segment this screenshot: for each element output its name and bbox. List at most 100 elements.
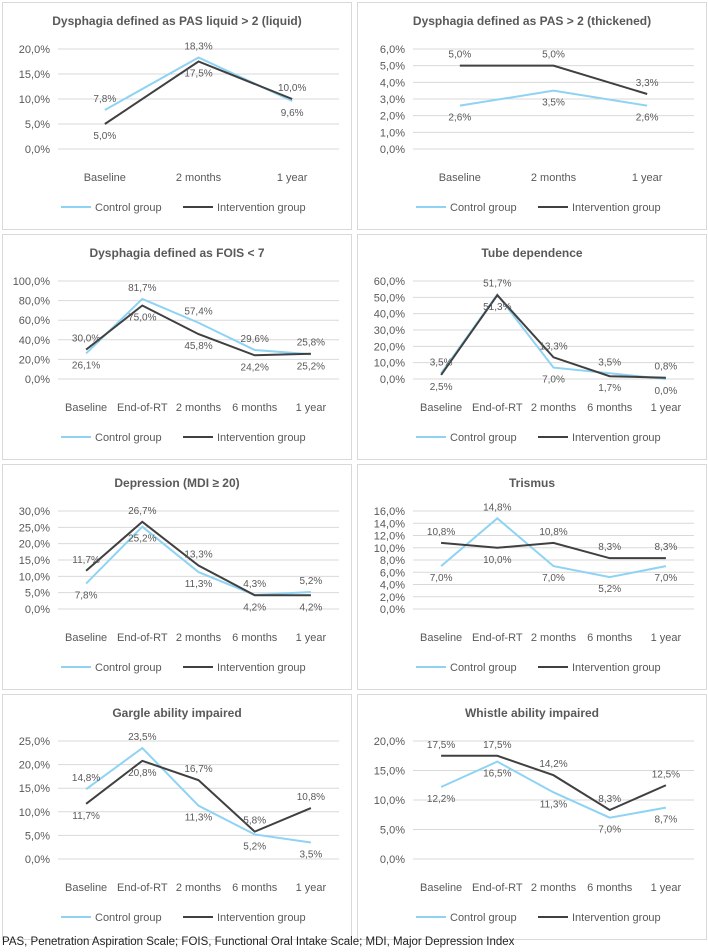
x-tick-label: 2 months <box>176 402 222 414</box>
legend-control-label: Control group <box>95 662 162 674</box>
intervention-series-line <box>441 754 667 812</box>
x-tick-label: Baseline <box>65 632 107 644</box>
y-tick-label: 10,0% <box>374 543 405 555</box>
intervention-data-label: 11,7% <box>72 811 100 822</box>
y-tick-label: 10,0% <box>374 795 405 807</box>
chart-title: Depression (MDI ≥ 20) <box>114 476 239 490</box>
control-data-label: 7,8% <box>75 591 98 602</box>
legend-control-label: Control group <box>95 912 162 924</box>
intervention-data-label: 14,2% <box>539 759 567 770</box>
y-tick-label: 1,0% <box>380 127 405 139</box>
chart-panel: Dysphagia defined as PAS liquid > 2 (liq… <box>2 2 352 230</box>
chart-panel: Tube dependence 0,0% 10,0% 20,0% 30,0% 40,0% 5… <box>357 234 707 460</box>
control-data-label: 7,0% <box>542 573 565 584</box>
y-tick-label: 30,0% <box>374 325 405 337</box>
y-tick-label: 15,0% <box>19 555 50 567</box>
x-tick-label: End-of-RT <box>117 632 168 644</box>
intervention-data-label: 10,8% <box>427 527 455 538</box>
control-data-label: 7,0% <box>430 573 453 584</box>
intervention-data-label: 45,8% <box>184 341 212 352</box>
intervention-data-label: 2,5% <box>430 382 453 393</box>
control-data-label: 16,5% <box>483 769 511 780</box>
chart-title: Whistle ability impaired <box>465 706 599 720</box>
intervention-data-label: 24,2% <box>241 362 269 373</box>
x-tick-label: 1 year <box>296 632 327 644</box>
control-data-label: 4,3% <box>243 579 266 590</box>
x-tick-label: 6 months <box>232 882 278 894</box>
intervention-data-label: 8,3% <box>598 542 621 553</box>
control-data-label: 7,8% <box>93 94 116 105</box>
intervention-data-label: 20,8% <box>128 768 156 779</box>
intervention-series-line <box>85 759 312 833</box>
y-tick-label: 40,0% <box>19 335 50 347</box>
x-tick-label: Baseline <box>420 402 462 414</box>
intervention-series-line <box>440 293 666 379</box>
control-data-label: 3,5% <box>598 357 621 368</box>
y-tick-label: 80,0% <box>19 296 50 308</box>
y-tick-label: 5,0% <box>25 119 50 131</box>
y-tick-label: 5,0% <box>25 588 50 600</box>
chart-panel: Dysphagia defined as FOIS < 7 0,0% 20,0% 40… <box>2 234 352 460</box>
x-tick-label: 1 year <box>632 172 663 184</box>
x-tick-label: Baseline <box>84 172 126 184</box>
y-tick-label: 6,0% <box>380 44 405 56</box>
intervention-data-label: 10,0% <box>278 83 306 94</box>
y-tick-label: 12,0% <box>374 531 405 543</box>
control-data-label: 11,3% <box>185 813 213 824</box>
chart-panel: Depression (MDI ≥ 20) 0,0% 5,0% 10,0% 15,0% 2… <box>2 464 352 690</box>
control-data-label: 5,2% <box>598 584 621 595</box>
intervention-data-label: 13,3% <box>539 341 567 352</box>
intervention-data-label: 0,8% <box>655 362 678 373</box>
y-tick-label: 60,0% <box>374 276 405 288</box>
control-data-label: 7,0% <box>598 825 621 836</box>
control-data-label: 57,4% <box>184 307 212 318</box>
legend-control-label: Control group <box>450 202 517 214</box>
y-tick-label: 10,0% <box>374 358 405 370</box>
y-tick-label: 0,0% <box>380 604 405 616</box>
x-tick-label: 1 year <box>277 172 308 184</box>
intervention-series-line <box>104 60 293 125</box>
control-data-label: 26,1% <box>72 360 100 371</box>
intervention-data-label: 1,7% <box>598 383 621 394</box>
x-tick-label: 2 months <box>176 632 222 644</box>
y-tick-label: 20,0% <box>19 760 50 772</box>
intervention-data-label: 5,0% <box>448 50 471 61</box>
x-tick-label: 6 months <box>587 402 633 414</box>
control-data-label: 14,8% <box>483 502 511 513</box>
control-data-label: 3,5% <box>300 849 323 860</box>
y-tick-label: 4,0% <box>380 580 405 592</box>
x-tick-label: End-of-RT <box>117 882 168 894</box>
intervention-data-label: 8,3% <box>598 794 621 805</box>
x-tick-label: 6 months <box>587 882 633 894</box>
x-tick-label: Baseline <box>65 402 107 414</box>
control-data-label: 9,6% <box>281 108 304 119</box>
line-chart: Whistle ability impaired 0,0% 5,0% 10,0% 15,… <box>374 706 694 924</box>
intervention-data-label: 5,0% <box>542 50 565 61</box>
y-tick-label: 0,0% <box>380 854 405 866</box>
intervention-data-label: 4,2% <box>300 602 323 613</box>
x-tick-label: End-of-RT <box>472 632 523 644</box>
intervention-data-label: 11,7% <box>72 555 100 566</box>
control-data-label: 81,7% <box>128 283 156 294</box>
legend-control-label: Control group <box>450 662 517 674</box>
control-data-label: 5,2% <box>300 576 323 587</box>
legend-intervention-label: Intervention group <box>217 432 306 444</box>
y-tick-label: 30,0% <box>19 506 50 518</box>
y-tick-label: 3,0% <box>380 94 405 106</box>
intervention-data-label: 17,5% <box>427 740 455 751</box>
control-data-label: 3,5% <box>542 98 565 109</box>
y-tick-label: 8,0% <box>380 555 405 567</box>
y-tick-label: 10,0% <box>19 571 50 583</box>
intervention-data-label: 16,7% <box>184 764 212 775</box>
chart-title: Dysphagia defined as PAS > 2 (thickened) <box>413 14 651 28</box>
x-tick-label: End-of-RT <box>472 402 523 414</box>
y-tick-label: 15,0% <box>19 783 50 795</box>
intervention-data-label: 51,3% <box>483 302 511 313</box>
intervention-data-label: 12,5% <box>652 769 680 780</box>
control-series-line <box>85 746 312 844</box>
x-tick-label: 1 year <box>651 632 682 644</box>
control-data-label: 3,5% <box>430 357 453 368</box>
x-tick-label: 1 year <box>296 402 327 414</box>
intervention-data-label: 25,8% <box>297 338 325 349</box>
